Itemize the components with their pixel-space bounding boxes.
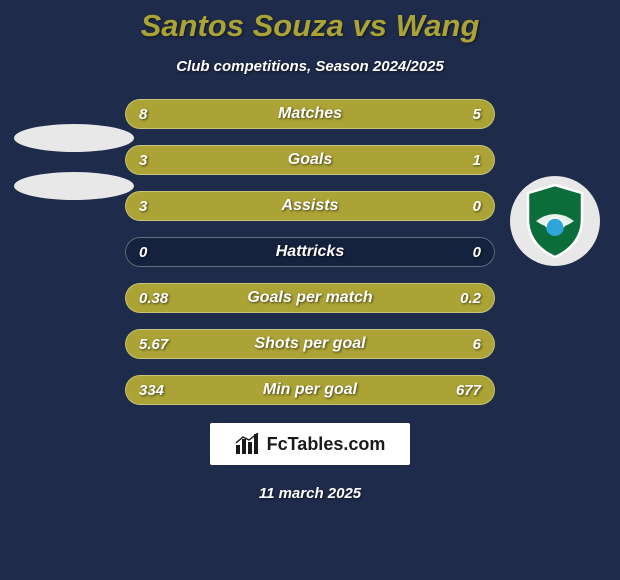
footer-logo-text: FcTables.com [267,434,386,455]
bar-left-fill [125,191,495,221]
stat-row: Goals per match0.380.2 [125,283,495,313]
bars-icon [235,433,261,455]
bar-right-fill [403,145,496,175]
bar-right-fill [247,375,495,405]
stat-row: Hattricks0 0 [125,237,495,267]
shield-icon [522,183,588,259]
stat-value-left: 0 [139,237,147,267]
comparison-card: Santos Souza vs Wang Club competitions, … [0,0,620,580]
stat-row: Goals31 [125,145,495,175]
subtitle: Club competitions, Season 2024/2025 [0,58,620,75]
team-crest [510,176,600,266]
stat-row: Matches85 [125,99,495,129]
stat-row: Shots per goal5.676 [125,329,495,359]
bar-left-fill [125,329,305,359]
footer-logo: FcTables.com [210,423,410,465]
left-ellipse-2 [14,172,134,200]
left-ellipse-1 [14,124,134,152]
bar-right-fill [305,329,495,359]
stat-row: Min per goal334677 [125,375,495,405]
stat-value-right: 0 [473,237,481,267]
bar-left-fill [125,283,367,313]
stat-label: Hattricks [125,237,495,267]
stats-bars: Matches85 Goals31 Assists30 Hattricks0 0 Goal… [125,99,495,405]
bar-right-fill [367,283,495,313]
bar-border [125,237,495,267]
bar-right-fill [353,99,495,129]
footer-date: 11 march 2025 [0,485,620,502]
bar-left-fill [125,375,247,405]
bar-left-fill [125,99,353,129]
title: Santos Souza vs Wang [0,8,620,44]
stat-row: Assists30 [125,191,495,221]
bar-left-fill [125,145,403,175]
